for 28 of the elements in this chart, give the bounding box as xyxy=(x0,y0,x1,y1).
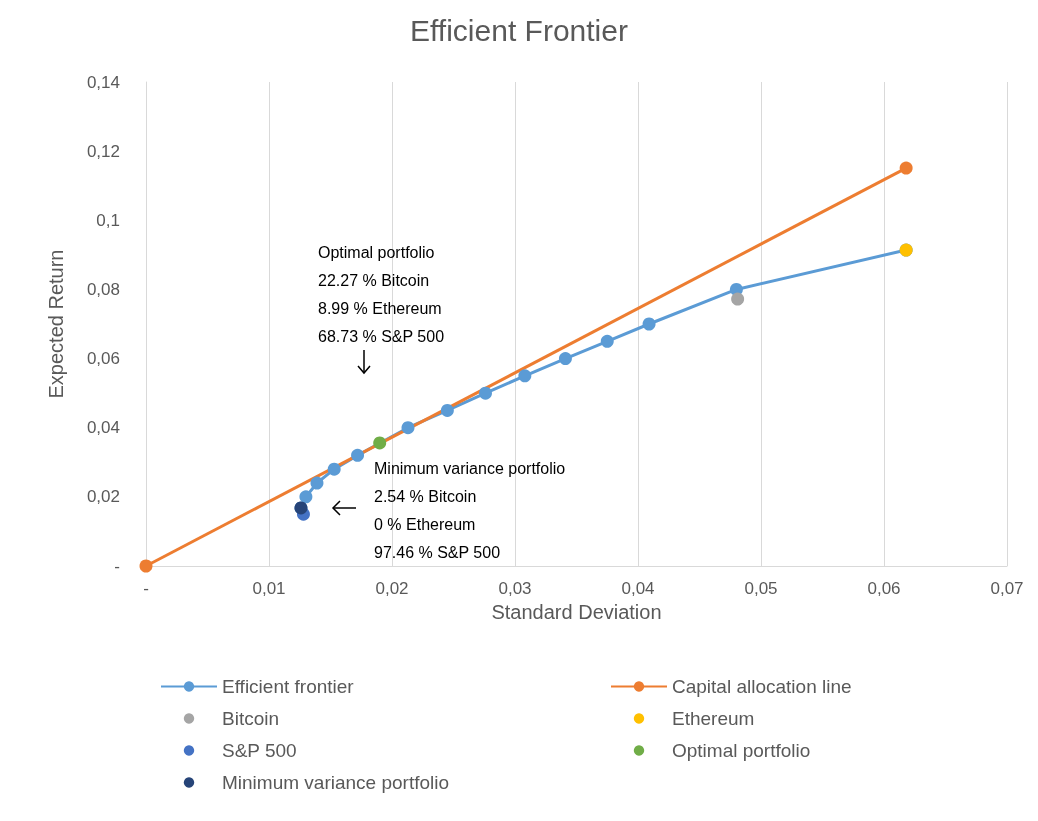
y-tick-label: 0,14 xyxy=(86,72,120,92)
y-tick-label: 0,08 xyxy=(86,279,120,299)
chart-title: Efficient Frontier xyxy=(410,13,628,47)
legend-label: Capital allocation line xyxy=(672,676,852,697)
legend-label: Efficient frontier xyxy=(222,676,355,697)
legend-label: S&P 500 xyxy=(222,740,297,761)
y-tick-label: - xyxy=(114,556,120,576)
x-tick-label: 0,02 xyxy=(375,579,409,598)
legend-label: Bitcoin xyxy=(222,708,280,729)
y-tick-label: 0,06 xyxy=(86,349,120,369)
x-tick-label: 0,03 xyxy=(498,579,532,598)
legend-label: Minimum variance portfolio xyxy=(222,772,450,793)
y-tick-label: 0,1 xyxy=(96,210,120,230)
y-axis-title: Expected Return xyxy=(45,249,67,399)
x-tick-label: 0,07 xyxy=(990,579,1024,598)
x-tick-label: 0,05 xyxy=(744,579,778,598)
x-tick-label: 0,04 xyxy=(621,579,655,598)
x-tick-label: 0,01 xyxy=(252,579,286,598)
legend-label: Optimal portfolio xyxy=(672,740,811,761)
y-tick-label: 0,04 xyxy=(86,418,120,438)
x-axis-title: Standard Deviation xyxy=(491,600,662,623)
y-tick-label: 0,12 xyxy=(86,141,120,161)
y-tick-label: 0,02 xyxy=(86,487,120,507)
x-tick-label: 0,06 xyxy=(867,579,901,598)
x-tick-label: - xyxy=(143,579,149,598)
legend-label: Ethereum xyxy=(672,708,755,729)
annotation: Optimal portfolio 22.27 % Bitcoin 8.99 % Ethereum 68.73 % S&P 500 xyxy=(318,243,445,345)
annotation: Minimum variance portfolio 2.54 % Bitcoin 0 % Ethereum 97.46 % S&P 500 xyxy=(374,459,566,561)
